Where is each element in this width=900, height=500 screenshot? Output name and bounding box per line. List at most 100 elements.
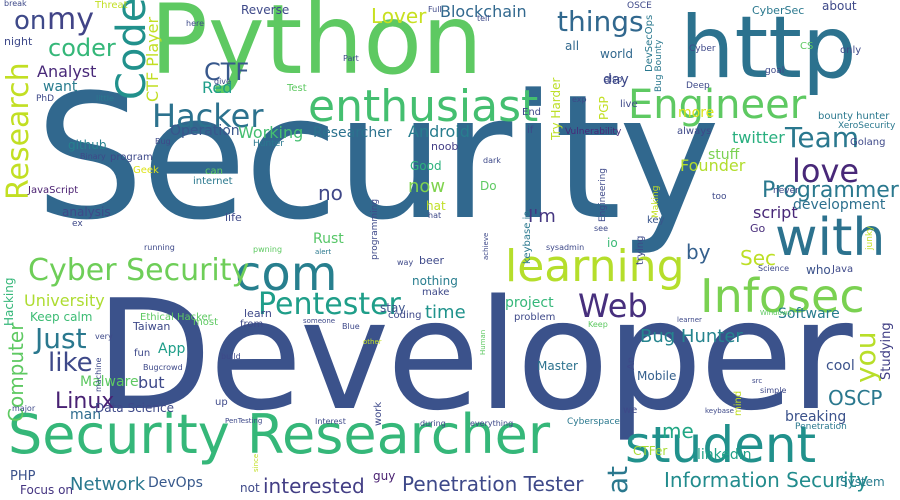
word-ethical-hacker: Ethical Hacker [140,312,212,323]
word-human: Human [479,329,487,355]
word-keep-calm: Keep calm [30,310,93,324]
word-internet: internet [193,176,233,187]
word-up: up [215,397,228,408]
word-information-security: Information Security [664,468,869,492]
word-ctf-player: CTF Player [143,16,162,102]
word-pgp: PGP [597,96,611,120]
word-binary: Binary [80,152,106,161]
word-linux: Linux [55,389,115,414]
word-keybase-io: keybase io [522,210,533,264]
word-sysadmin: sysadmin [546,243,585,252]
word-on: on [14,6,47,36]
word-sec: Sec [740,246,776,270]
word-xerosecurity: XeroSecurity [838,121,896,131]
word-studying: Studying [879,322,894,380]
word-go: Go [750,222,766,235]
word-php: PHP [10,469,36,484]
word-pwning: pwning [253,245,283,254]
word-pentesting: PenTesting [225,417,263,425]
word-bug-hunter: Bug Hunter [640,326,743,347]
word-web: Web [578,287,648,325]
word-machine: machine [94,357,103,392]
word-cyber-security: Cyber Security [28,253,250,288]
word-stay: stay [380,301,406,315]
word-simple: simple [760,386,787,395]
word-working: Working [238,123,304,142]
word-penetration-tester: Penetration Tester [402,472,584,496]
word-development: development [793,197,886,213]
word-phd: PhD [36,94,55,104]
word-src: src [752,377,763,385]
word-life: life [225,211,242,224]
word-keybase: keybase [705,407,734,415]
word-linkedin: linkedin [697,447,752,463]
word-cybersec: CyberSec [752,4,805,17]
word-love: love [792,152,860,190]
word-system: System [840,475,885,489]
word-interested: interested [263,474,365,498]
word-but: but [138,373,165,392]
word-from: from [240,319,264,330]
word-researcher: Researcher [313,125,392,141]
word-malware: Malware [80,374,139,390]
word-blockchain: Blockchain [440,2,527,21]
word-im: I'm [528,206,556,227]
word-running: running [144,243,175,252]
word-dark: dark [483,156,501,165]
word-always: always [677,126,712,137]
word-never: never [773,186,799,196]
word-junky: junky [865,225,875,250]
word-only: only [840,45,862,56]
word-noob: noob [431,140,459,153]
word-way: way [397,258,414,267]
word-pentester: Pentester [258,287,401,322]
word-data-science: Data Science [95,401,174,415]
word-http: http [680,0,857,98]
word-about: about [822,0,857,13]
word-javascript: JavaScript [28,185,79,196]
word-bounty-hunter: bounty hunter [818,111,890,122]
word-rust: Rust [313,231,344,247]
word-trying: trying [635,235,646,265]
word-infosec: Infosec [700,269,865,323]
word-interest: Interest [315,417,346,426]
word-cool: cool [826,358,855,374]
word-research: Research [1,62,36,200]
word-part: Part [343,54,359,63]
word-student: student [625,416,817,474]
word-geek: Geek [133,165,159,176]
word-coding: coding [388,310,422,321]
word-team: Team [785,121,860,154]
word-now: now [408,176,446,197]
word-mind: mind [733,390,744,416]
word-test: Test [287,83,307,94]
word-university: University [24,291,105,310]
word-guy: guy [373,469,396,483]
word-more: more [678,105,715,121]
word-cyberspace: Cyberspace [567,417,620,427]
word-security: Security [35,57,720,258]
word-fun: fun [134,348,151,359]
word-blue: Blue [342,322,360,331]
word-my: my [47,2,94,37]
word-project: project [505,295,554,311]
word-ctfer: CTFer [633,444,668,458]
word-keep: Keep [588,320,608,329]
word-if: if [527,125,534,136]
word-ctf: CTF [204,58,250,86]
word-things: things [557,5,644,38]
word-nothing: nothing [412,274,458,288]
word-founder: Founder [680,156,746,175]
word-mobile: Mobile [637,369,677,383]
word-who: who [806,263,831,277]
word-learn: learn [244,307,272,320]
word-enthusiast: enthusiast [308,81,539,132]
word-major: major [12,404,36,413]
word-do: Do [480,179,497,193]
word-break: break [4,0,27,8]
word-analyst: Analyst [37,62,97,81]
word-too: too [712,192,727,202]
word-most: most [193,317,218,328]
word-security-researcher: Security Researcher [8,403,551,466]
word-hacking: Hacking [2,277,16,326]
